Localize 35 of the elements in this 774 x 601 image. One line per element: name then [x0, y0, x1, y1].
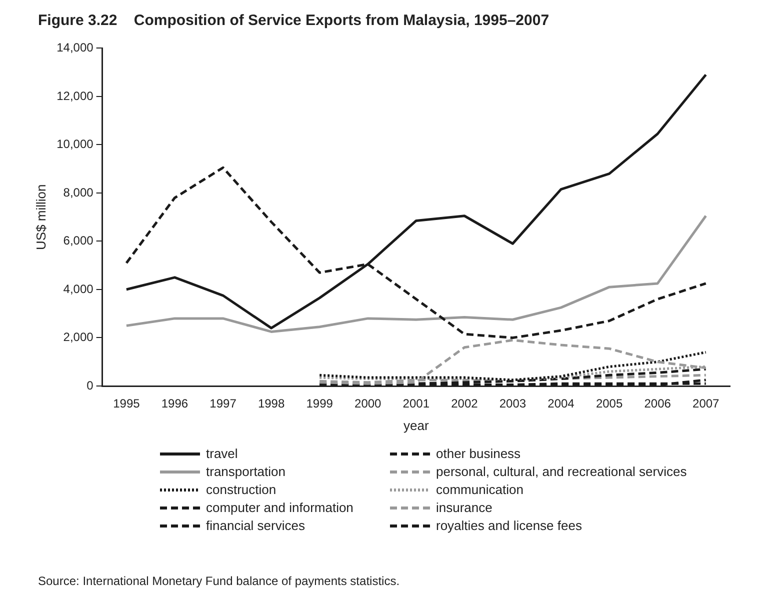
- x-tick-label: 2006: [644, 396, 672, 411]
- y-tick-label: 8,000: [63, 185, 94, 200]
- chart-title: Figure 3.22 Composition of Service Exports from Malaysia, 1995–2007: [38, 12, 550, 29]
- x-tick-label: 2004: [548, 396, 575, 411]
- y-axis-title: US$ million: [33, 184, 48, 250]
- legend-label: insurance: [436, 500, 492, 515]
- x-tick-label: 1995: [113, 396, 140, 411]
- legend-label: other business: [436, 446, 521, 461]
- x-tick-label: 2001: [402, 396, 430, 411]
- x-tick-label: 1996: [161, 396, 188, 411]
- x-tick-label: 1999: [306, 396, 334, 411]
- legend-label: travel: [206, 446, 238, 461]
- x-tick-label: 2005: [596, 396, 623, 411]
- legend-label: computer and information: [206, 500, 354, 515]
- x-tick-label: 2002: [451, 396, 478, 411]
- legend-label: personal, cultural, and recreational services: [436, 464, 687, 479]
- legend-label: transportation: [206, 464, 286, 479]
- x-tick-label: 1997: [210, 396, 237, 411]
- y-tick-label: 0: [86, 378, 94, 392]
- source-note: Source: International Monetary Fund balance of payments statistics.: [38, 574, 400, 588]
- y-tick-label: 6,000: [63, 234, 94, 248]
- y-tick-label: 12,000: [56, 88, 94, 103]
- y-tick-label: 2,000: [63, 330, 94, 344]
- legend-label: royalties and license fees: [436, 518, 582, 533]
- legend-label: communication: [436, 482, 524, 497]
- x-tick-label: 2000: [354, 396, 382, 411]
- x-tick-label: 2007: [692, 396, 720, 411]
- x-tick-label: 1998: [258, 396, 285, 411]
- x-axis-title: year: [404, 418, 430, 433]
- x-tick-label: 2003: [499, 396, 526, 411]
- y-tick-label: 10,000: [56, 137, 94, 152]
- legend-label: construction: [206, 482, 276, 497]
- y-tick-label: 14,000: [56, 40, 94, 55]
- y-tick-label: 4,000: [63, 282, 94, 296]
- legend-label: financial services: [206, 518, 305, 533]
